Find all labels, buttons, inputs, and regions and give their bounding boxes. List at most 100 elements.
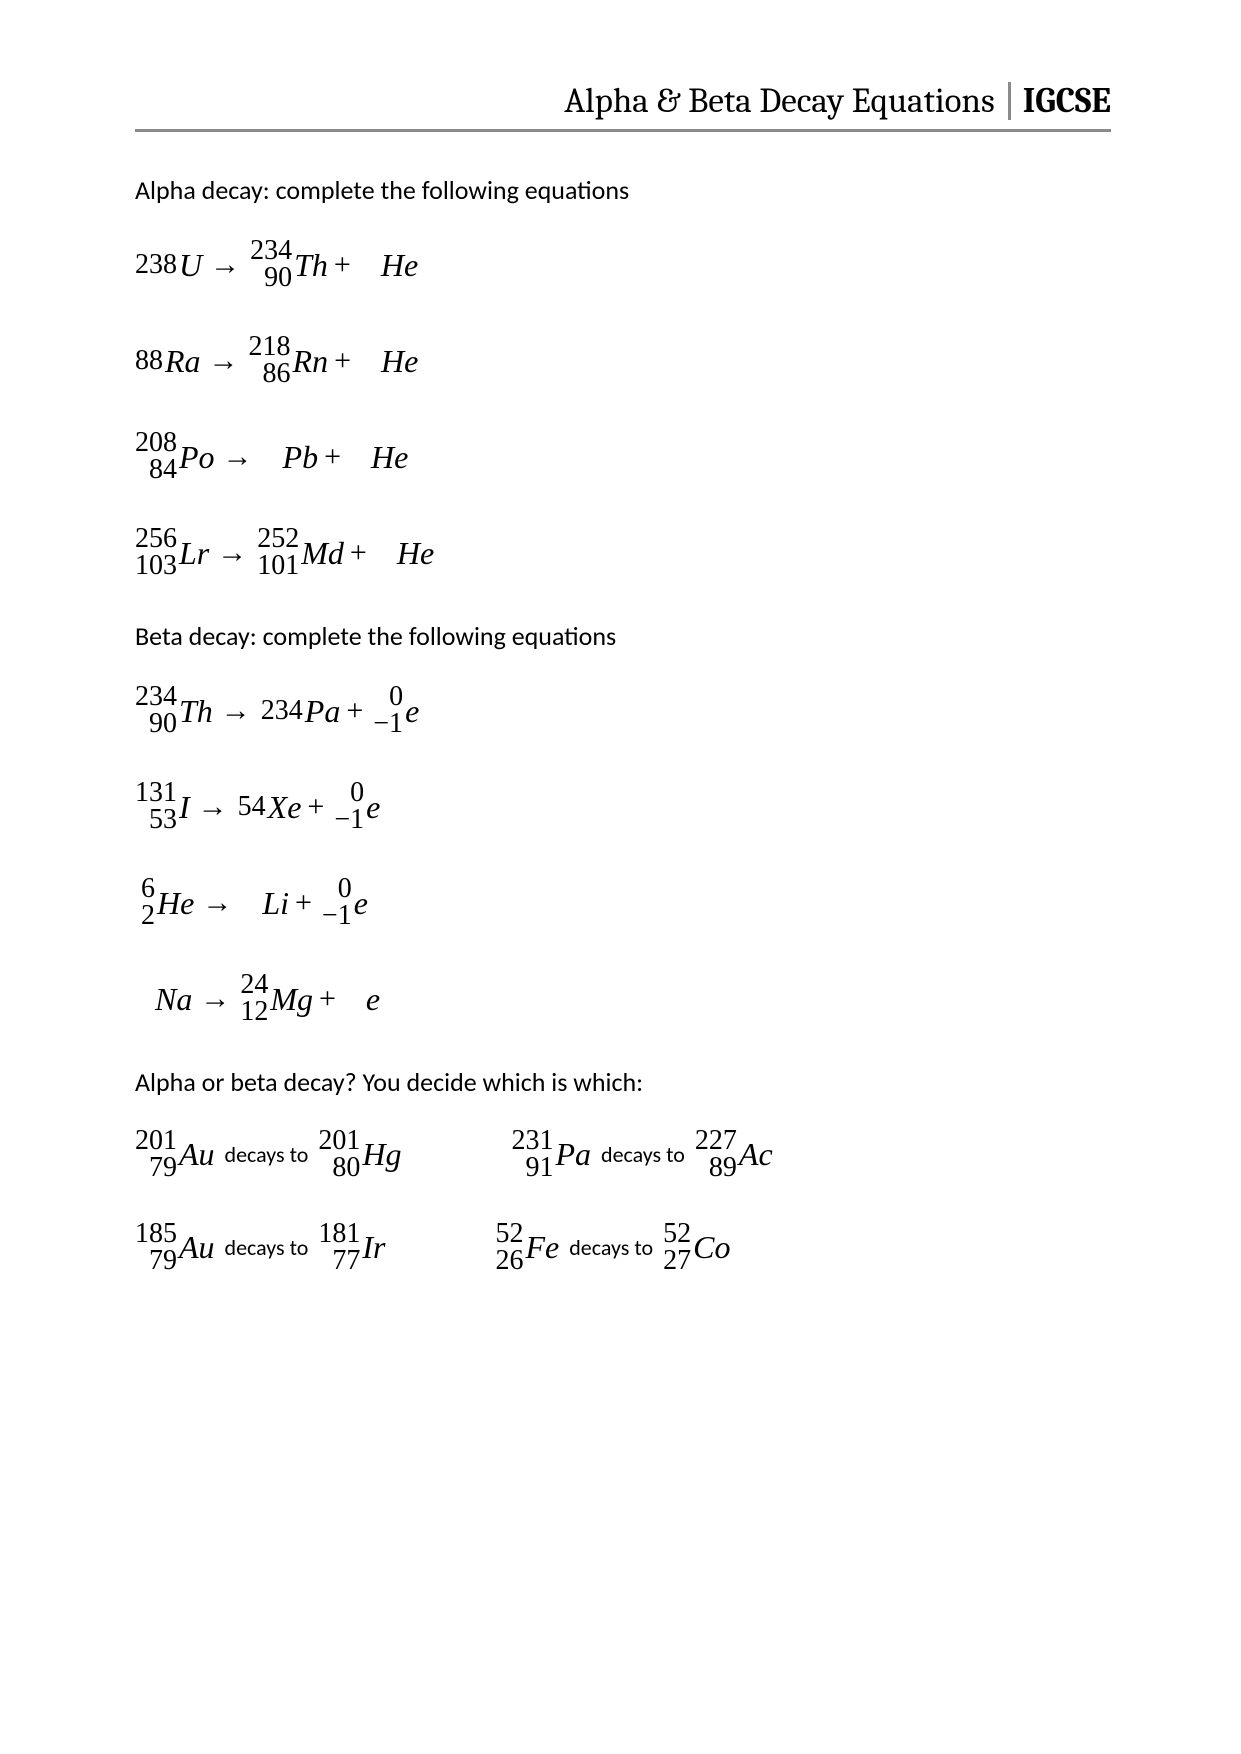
to-nuclide: 227 89 Ac (695, 1128, 773, 1181)
atomic-number: 90 (149, 711, 177, 738)
from-nuclide: 185 79 Au (135, 1221, 215, 1274)
decays-to-label: decays to (601, 1141, 685, 1168)
atomic-number: 101 (257, 553, 299, 580)
atomic-number: −1 (373, 711, 403, 738)
nuclide-numbers: 88 (135, 348, 163, 375)
plus-sign: + (319, 982, 336, 1016)
mass-number: 181 (318, 1221, 360, 1248)
atomic-number: 2 (141, 903, 155, 930)
atomic-number: 91 (526, 1155, 554, 1182)
element-symbol: Fe (524, 1229, 560, 1266)
to-nuclide: 201 80 Hg (318, 1128, 401, 1181)
decide-section-heading: Alpha or beta decay? You decide which is… (135, 1066, 1111, 1098)
plus-sign: + (334, 248, 351, 282)
arrow-icon: → (200, 982, 230, 1016)
element-symbol: I (177, 789, 190, 826)
element-symbol: e (364, 789, 380, 826)
beta-equation: Na → 24 12 Mg + e (135, 970, 1111, 1028)
particle-nuclide: He (379, 247, 418, 284)
alpha-equations: 238 U → 234 90 Th + He (135, 236, 1111, 582)
decide-row: 201 79 Au decays to 201 80 Hg (135, 1128, 1111, 1181)
arrow-icon: → (217, 536, 247, 570)
nuclide-numbers: 252 101 (257, 526, 299, 579)
from-nuclide: 52 26 Fe (496, 1221, 560, 1274)
plus-sign: + (350, 536, 367, 570)
reactant-nuclide: 256 103 Lr (135, 526, 209, 579)
decide-row: 185 79 Au decays to 181 77 Ir (135, 1221, 1111, 1274)
nuclide-numbers: 231 91 (512, 1128, 554, 1181)
atomic-number: 90 (264, 265, 292, 292)
nuclide-numbers: 201 80 (318, 1128, 360, 1181)
mass-number: 0 (389, 684, 403, 711)
element-symbol: Ir (360, 1229, 385, 1266)
beta-equation: 6 2 He → Li + 0 −1 e (135, 874, 1111, 932)
atomic-number: −1 (334, 807, 364, 834)
element-symbol: Pb (281, 439, 319, 476)
atomic-number: 27 (663, 1248, 691, 1275)
atomic-number: 79 (149, 1248, 177, 1275)
element-symbol: Rn (291, 343, 329, 380)
decays-to-label: decays to (225, 1141, 309, 1168)
product-nuclide: 234 90 Th (250, 238, 328, 291)
header-title: Alpha & Beta Decay Equations (564, 80, 994, 121)
product-nuclide: 234 Pa (261, 693, 341, 730)
page: Alpha & Beta Decay Equations IGCSE Alpha… (0, 0, 1241, 1274)
mass-number: 256 (135, 526, 177, 553)
element-symbol: e (364, 981, 380, 1018)
nuclide-numbers: 6 2 (135, 876, 155, 929)
particle-nuclide: He (369, 439, 408, 476)
mass-number: 227 (695, 1128, 737, 1155)
atomic-number: 88 (135, 348, 163, 375)
decide-item: 231 91 Pa decays to 227 89 Ac (512, 1128, 773, 1181)
mass-number: 0 (338, 876, 352, 903)
decays-to-label: decays to (569, 1234, 653, 1261)
arrow-icon: → (210, 248, 240, 282)
atomic-number: 12 (240, 999, 268, 1026)
beta-equations: 234 90 Th → 234 Pa + 0 −1 e (135, 682, 1111, 1028)
element-symbol: Mg (268, 981, 313, 1018)
from-nuclide: 231 91 Pa (512, 1128, 592, 1181)
mass-number: 131 (135, 780, 177, 807)
product-nuclide: 54 Xe (238, 789, 302, 826)
mass-number: 238 (135, 252, 177, 279)
product-nuclide: 252 101 Md (257, 526, 344, 579)
plus-sign: + (307, 790, 324, 824)
mass-number: 201 (318, 1128, 360, 1155)
product-nuclide: 24 12 Mg (240, 972, 313, 1025)
plus-sign: + (346, 694, 363, 728)
nuclide-numbers: 256 103 (135, 526, 177, 579)
element-symbol: Co (691, 1229, 730, 1266)
nuclide-numbers: 52 26 (496, 1221, 524, 1274)
particle-nuclide: He (395, 535, 434, 572)
product-nuclide: Li (260, 885, 289, 922)
atomic-number: 89 (709, 1155, 737, 1182)
element-symbol: Ra (163, 343, 201, 380)
nuclide-numbers: 238 (135, 252, 177, 279)
element-symbol: He (379, 343, 418, 380)
element-symbol: Xe (266, 789, 302, 826)
alpha-equation: 256 103 Lr → 252 101 Md + He (135, 524, 1111, 582)
nuclide-numbers: 218 86 (249, 334, 291, 387)
alpha-equation: 208 84 Po → Pb + He (135, 428, 1111, 486)
element-symbol: He (369, 439, 408, 476)
worksheet-header: Alpha & Beta Decay Equations IGCSE (135, 80, 1111, 132)
arrow-icon: → (202, 886, 232, 920)
atomic-number: 54 (238, 794, 266, 821)
decide-item: 201 79 Au decays to 201 80 Hg (135, 1128, 402, 1181)
alpha-equation: 238 U → 234 90 Th + He (135, 236, 1111, 294)
nuclide-numbers: 0 −1 (334, 780, 364, 833)
atomic-number: 103 (135, 553, 177, 580)
element-symbol: He (379, 247, 418, 284)
atomic-number: 26 (496, 1248, 524, 1275)
decide-grid: 201 79 Au decays to 201 80 Hg (135, 1128, 1111, 1274)
from-nuclide: 201 79 Au (135, 1128, 215, 1181)
product-nuclide: Pb (281, 439, 319, 476)
nuclide-numbers: 131 53 (135, 780, 177, 833)
mass-number: 231 (512, 1128, 554, 1155)
mass-number: 24 (240, 972, 268, 999)
header-divider (1008, 82, 1011, 120)
nuclide-numbers: 234 90 (135, 684, 177, 737)
element-symbol: Li (260, 885, 289, 922)
to-nuclide: 52 27 Co (663, 1221, 730, 1274)
mass-number: 6 (141, 876, 155, 903)
